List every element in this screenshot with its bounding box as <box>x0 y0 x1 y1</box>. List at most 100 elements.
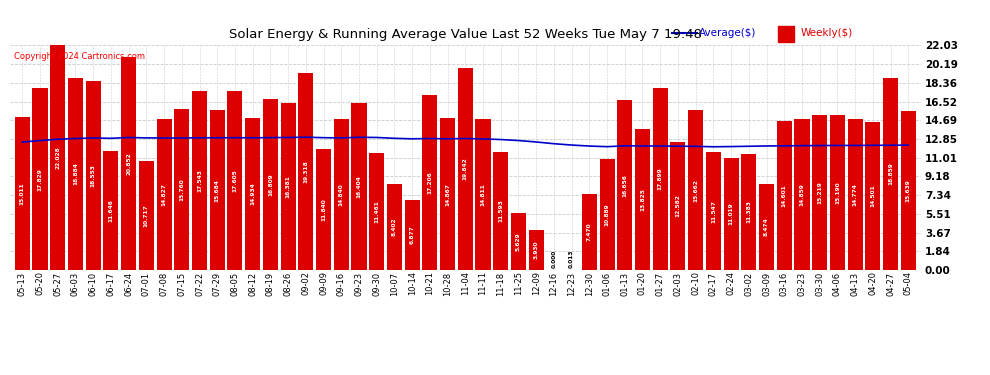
Text: 17.829: 17.829 <box>38 168 43 190</box>
Bar <box>369 153 384 270</box>
Text: 14.859: 14.859 <box>800 183 805 206</box>
Bar <box>794 118 810 270</box>
Bar <box>493 152 508 270</box>
Text: 11.593: 11.593 <box>498 200 503 222</box>
Text: 17.206: 17.206 <box>428 171 433 194</box>
Bar <box>15 117 30 270</box>
Text: 15.662: 15.662 <box>693 179 698 202</box>
Bar <box>86 81 101 270</box>
Text: 0.013: 0.013 <box>569 249 574 268</box>
Text: 5.629: 5.629 <box>516 232 521 251</box>
Text: 13.825: 13.825 <box>640 188 645 211</box>
Text: 16.381: 16.381 <box>285 175 291 198</box>
Bar <box>529 230 544 270</box>
Bar <box>280 103 296 270</box>
Text: 3.930: 3.930 <box>534 241 539 259</box>
Text: 14.840: 14.840 <box>339 183 344 206</box>
Bar <box>210 110 225 270</box>
Bar <box>33 88 48 270</box>
Text: 0.000: 0.000 <box>551 250 556 268</box>
Text: 12.582: 12.582 <box>675 195 680 217</box>
Bar <box>334 119 348 270</box>
Bar <box>635 129 650 270</box>
Text: 10.717: 10.717 <box>144 204 148 227</box>
Text: 11.840: 11.840 <box>321 198 326 221</box>
Text: 11.461: 11.461 <box>374 200 379 223</box>
Bar <box>847 119 862 270</box>
Text: 10.889: 10.889 <box>605 203 610 226</box>
Bar <box>440 118 455 270</box>
Bar <box>883 78 898 270</box>
Text: 19.842: 19.842 <box>462 158 468 180</box>
Text: 18.553: 18.553 <box>91 164 96 187</box>
Bar <box>600 159 615 270</box>
Bar <box>246 118 260 270</box>
Text: 16.404: 16.404 <box>356 175 361 198</box>
Bar <box>617 100 633 270</box>
Bar <box>103 151 119 270</box>
Bar <box>316 149 331 270</box>
Text: 17.605: 17.605 <box>233 169 238 192</box>
Text: 15.219: 15.219 <box>817 181 823 204</box>
Text: 15.684: 15.684 <box>215 178 220 201</box>
Bar <box>742 154 756 270</box>
Text: 15.760: 15.760 <box>179 178 184 201</box>
Text: 19.318: 19.318 <box>303 160 308 183</box>
Text: 15.011: 15.011 <box>20 182 25 205</box>
Text: 14.501: 14.501 <box>870 185 875 207</box>
Bar <box>724 158 739 270</box>
Bar <box>387 184 402 270</box>
Text: 6.877: 6.877 <box>410 226 415 245</box>
Bar <box>901 111 916 270</box>
Text: 7.470: 7.470 <box>587 223 592 241</box>
Text: 20.852: 20.852 <box>126 152 131 175</box>
Bar <box>139 161 153 270</box>
Bar <box>475 119 491 270</box>
Text: 8.402: 8.402 <box>392 218 397 237</box>
Text: 17.899: 17.899 <box>657 168 662 190</box>
Bar <box>582 194 597 270</box>
Text: 16.656: 16.656 <box>623 174 628 196</box>
Text: 22.028: 22.028 <box>55 146 60 169</box>
Bar <box>351 103 366 270</box>
Text: 18.859: 18.859 <box>888 162 893 185</box>
Bar <box>298 73 314 270</box>
Bar <box>50 45 65 270</box>
Bar <box>670 142 685 270</box>
Bar <box>68 78 83 270</box>
Text: 16.809: 16.809 <box>268 173 273 196</box>
Text: 14.601: 14.601 <box>782 184 787 207</box>
Bar <box>865 122 880 270</box>
Text: 14.867: 14.867 <box>446 183 450 206</box>
Text: 18.884: 18.884 <box>73 162 78 185</box>
Bar <box>156 119 171 270</box>
Title: Solar Energy & Running Average Value Last 52 Weeks Tue May 7 19:48: Solar Energy & Running Average Value Las… <box>229 28 702 41</box>
Text: 15.190: 15.190 <box>835 181 840 204</box>
Bar <box>830 115 844 270</box>
Bar <box>457 68 473 270</box>
Text: Weekly($): Weekly($) <box>801 28 852 38</box>
Bar <box>192 91 207 270</box>
Text: 14.827: 14.827 <box>161 183 166 206</box>
Bar <box>263 99 278 270</box>
Text: 15.639: 15.639 <box>906 179 911 202</box>
Text: 11.646: 11.646 <box>108 199 114 222</box>
Text: 11.547: 11.547 <box>711 200 716 223</box>
Text: Average($): Average($) <box>699 28 756 38</box>
Bar <box>777 121 792 270</box>
Text: Copyright 2024 Cartronics.com: Copyright 2024 Cartronics.com <box>15 52 146 61</box>
Bar <box>759 184 774 270</box>
Text: 14.811: 14.811 <box>480 183 485 206</box>
Bar <box>121 57 137 270</box>
Text: 14.774: 14.774 <box>852 183 857 206</box>
Bar <box>228 90 243 270</box>
Text: 17.543: 17.543 <box>197 169 202 192</box>
Bar <box>706 152 721 270</box>
FancyBboxPatch shape <box>778 26 794 42</box>
Text: 14.934: 14.934 <box>250 183 255 205</box>
Bar <box>652 87 667 270</box>
Text: 8.474: 8.474 <box>764 217 769 236</box>
Bar <box>423 94 438 270</box>
Bar <box>405 200 420 270</box>
Bar <box>511 213 526 270</box>
